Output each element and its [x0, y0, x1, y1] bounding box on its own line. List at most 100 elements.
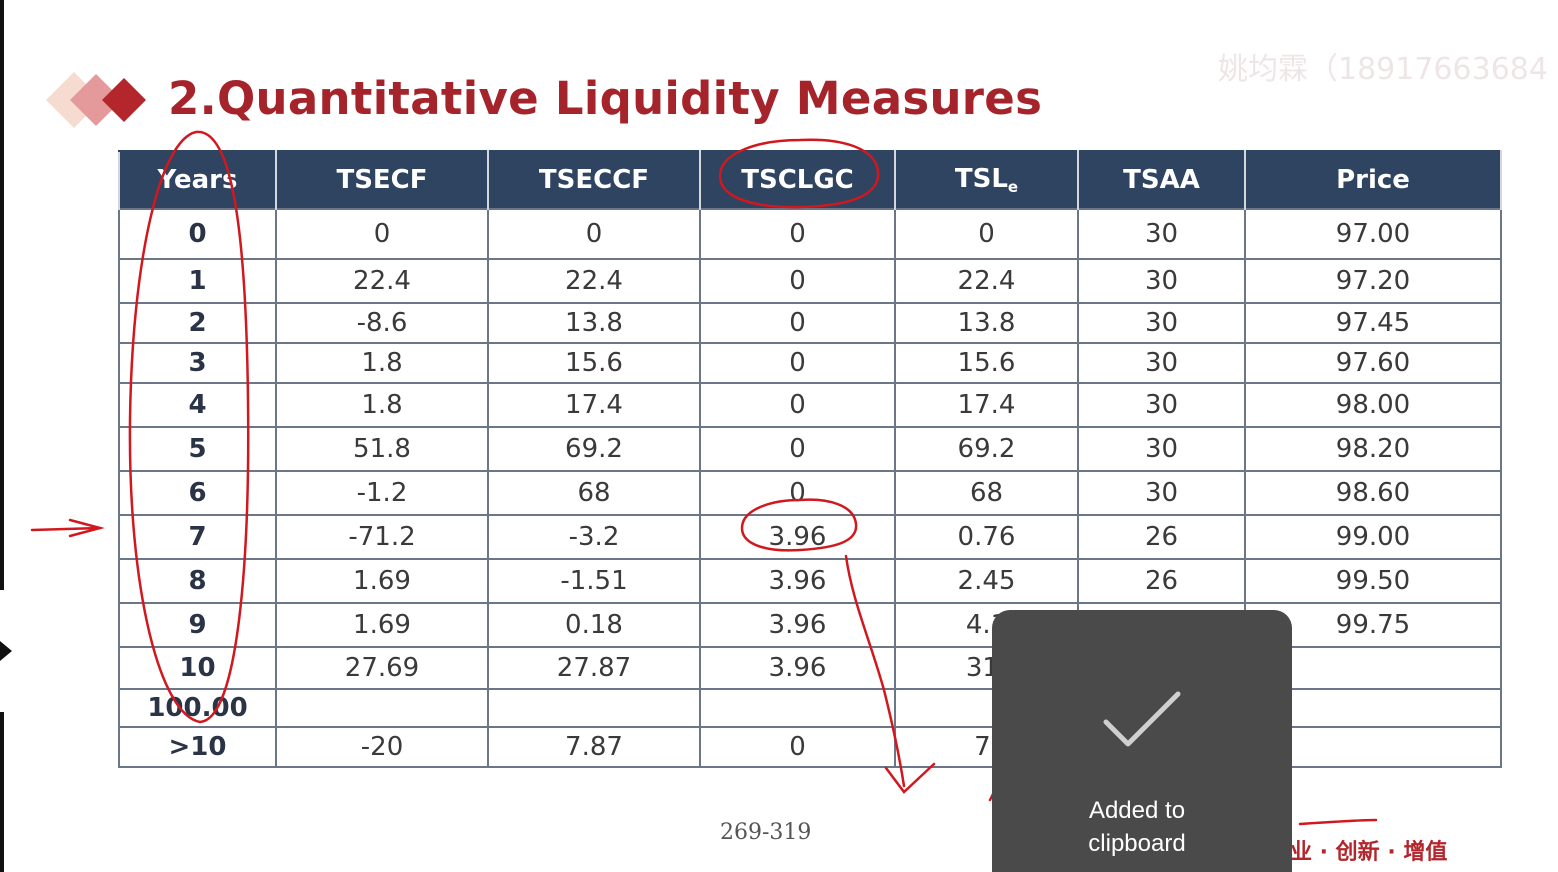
- cell-tsle: 69.2: [894, 426, 1079, 472]
- left-edge-bar: [0, 0, 4, 590]
- cell-price: 97.45: [1244, 302, 1502, 344]
- cell-tseccf: 27.87: [487, 646, 701, 690]
- down-arrow-head: [884, 762, 936, 794]
- cell-tseccf: 15.6: [487, 342, 701, 384]
- cell-tsecf: -20: [275, 726, 489, 768]
- cell-tsclgc: 3.96: [699, 646, 896, 690]
- cell-tsclgc: 0: [699, 426, 896, 472]
- cell-tsecf: 51.8: [275, 426, 489, 472]
- liquidity-table: Years TSECF TSECCF TSCLGC TSLe TSAA Pric…: [118, 150, 1502, 768]
- cell-price: 97.60: [1244, 342, 1502, 384]
- cell-tsaa: 30: [1077, 382, 1246, 428]
- header-tseccf: TSECCF: [487, 150, 701, 209]
- toast-message: Added to clipboard: [992, 794, 1282, 860]
- cell-tseccf: 13.8: [487, 302, 701, 344]
- cell-tseccf: -1.51: [487, 558, 701, 604]
- table-row: 2 -8.6 13.8 0 13.8 30 97.45: [118, 302, 1502, 344]
- table-row: 100.00: [118, 688, 1502, 728]
- table-row: 4 1.8 17.4 0 17.4 30 98.00: [118, 382, 1502, 428]
- cell-price: 98.20: [1244, 426, 1502, 472]
- cell-tsecf: 1.69: [275, 602, 489, 648]
- table-row: 8 1.69 -1.51 3.96 2.45 26 99.50: [118, 558, 1502, 604]
- table-row: 5 51.8 69.2 0 69.2 30 98.20: [118, 426, 1502, 472]
- header-tsaa: TSAA: [1077, 150, 1246, 209]
- cell-tsclgc: 0: [699, 382, 896, 428]
- table-row: 10 27.69 27.87 3.96 31.: [118, 646, 1502, 690]
- watermark: 姚均霖（18917663684: [1218, 52, 1548, 87]
- cell-tsecf: 27.69: [275, 646, 489, 690]
- cell-tsclgc: 3.96: [699, 514, 896, 560]
- cell-tseccf: -3.2: [487, 514, 701, 560]
- row-arrow-head: [68, 518, 105, 538]
- toast-message-line2: clipboard: [1088, 830, 1186, 857]
- checkmark-icon: [1103, 691, 1181, 747]
- header-tsle: TSLe: [894, 150, 1079, 209]
- cell-years: 0: [118, 208, 277, 260]
- cell-years: 6: [118, 470, 277, 516]
- header-years: Years: [118, 150, 277, 209]
- cell-tseccf: 0: [487, 208, 701, 260]
- cell-tsle: 68: [894, 470, 1079, 516]
- cell-tsecf: 22.4: [275, 258, 489, 304]
- cell-years: >10: [118, 726, 277, 768]
- cell-years: 9: [118, 602, 277, 648]
- play-icon[interactable]: [0, 641, 12, 661]
- cell-tsclgc: 0: [699, 470, 896, 516]
- row-arrow-shaft: [30, 526, 102, 532]
- cell-tsecf: -71.2: [275, 514, 489, 560]
- cell-tsclgc: 0: [699, 302, 896, 344]
- cell-tsle: 0: [894, 208, 1079, 260]
- cell-tsle: 15.6: [894, 342, 1079, 384]
- cell-tsaa: 30: [1077, 302, 1246, 344]
- cell-tsecf: 0: [275, 208, 489, 260]
- cell-tsaa: 26: [1077, 558, 1246, 604]
- cell-tsle: 17.4: [894, 382, 1079, 428]
- cell-years: 3: [118, 342, 277, 384]
- cell-tsaa: 30: [1077, 208, 1246, 260]
- table-header-row: Years TSECF TSECCF TSCLGC TSLe TSAA Pric…: [118, 150, 1502, 209]
- cell-tseccf: 0.18: [487, 602, 701, 648]
- cell-price: 98.00: [1244, 382, 1502, 428]
- table-row: 9 1.69 0.18 3.96 4.1 99.75: [118, 602, 1502, 648]
- cell-tseccf: [487, 688, 701, 728]
- cell-tsaa: 26: [1077, 514, 1246, 560]
- page-number: 269-319: [720, 820, 812, 845]
- cell-years: 5: [118, 426, 277, 472]
- cell-tsclgc: 0: [699, 726, 896, 768]
- cell-tsclgc: 3.96: [699, 558, 896, 604]
- table-row: 3 1.8 15.6 0 15.6 30 97.60: [118, 342, 1502, 384]
- cell-tsaa: 30: [1077, 342, 1246, 384]
- slide-title: 2.Quantitative Liquidity Measures: [168, 72, 1043, 125]
- toast-message-line1: Added to: [1088, 797, 1186, 824]
- cell-tsclgc: 0: [699, 258, 896, 304]
- cell-tsclgc: 3.96: [699, 602, 896, 648]
- cell-tsecf: -8.6: [275, 302, 489, 344]
- cell-tsle: 22.4: [894, 258, 1079, 304]
- cell-tsle: 13.8: [894, 302, 1079, 344]
- cell-years: 7: [118, 514, 277, 560]
- header-tsl-subscript: e: [1007, 178, 1019, 196]
- table-row: 1 22.4 22.4 0 22.4 30 97.20: [118, 258, 1502, 304]
- table-row: 6 -1.2 68 0 68 30 98.60: [118, 470, 1502, 516]
- header-price: Price: [1244, 150, 1502, 209]
- cell-tsecf: 1.69: [275, 558, 489, 604]
- cell-price: 99.00: [1244, 514, 1502, 560]
- title-diamonds-icon: [46, 72, 146, 128]
- cell-years: 10: [118, 646, 277, 690]
- cell-tseccf: 22.4: [487, 258, 701, 304]
- cell-tsclgc: 0: [699, 342, 896, 384]
- cell-tsaa: 30: [1077, 470, 1246, 516]
- table-row: >10 -20 7.87 0 7.: [118, 726, 1502, 768]
- cell-tsecf: [275, 688, 489, 728]
- cell-tsecf: 1.8: [275, 342, 489, 384]
- cell-price: 98.60: [1244, 470, 1502, 516]
- cell-years: 2: [118, 302, 277, 344]
- cell-tseccf: 68: [487, 470, 701, 516]
- cell-tsaa: 30: [1077, 258, 1246, 304]
- cell-tsecf: 1.8: [275, 382, 489, 428]
- cell-tsle: 2.45: [894, 558, 1079, 604]
- cell-tsle: 0.76: [894, 514, 1079, 560]
- cell-tseccf: 7.87: [487, 726, 701, 768]
- header-tsecf: TSECF: [275, 150, 489, 209]
- cell-price: 97.00: [1244, 208, 1502, 260]
